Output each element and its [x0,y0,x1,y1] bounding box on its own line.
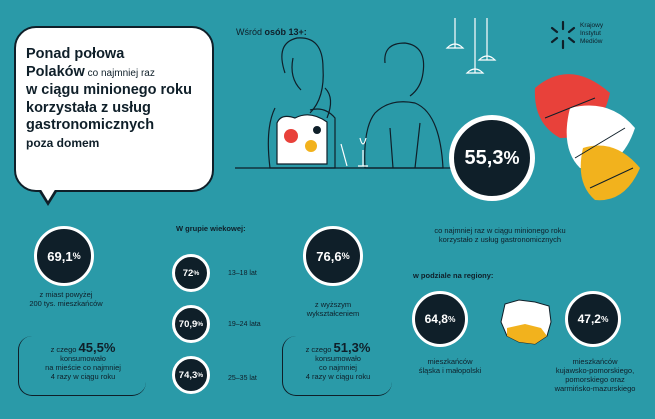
region-caption-2-l1: mieszkańców [572,357,618,366]
education-sub-value: 51,3% [333,340,371,355]
region-caption-1-l1: mieszkańców [427,357,473,366]
headline-line6: poza domem [26,135,100,150]
headline-line3: w ciągu minionego roku [26,82,192,98]
city-stat-circle: 69,1% [34,226,94,286]
headline-line1: Ponad połowa [26,46,125,62]
education-sub-l3: 4 razy w ciągu roku [305,372,371,381]
region-caption-1: mieszkańców śląska i małopolski [400,357,500,375]
main-stat-caption-l2: korzystało z usług gastronomicznych [438,235,562,244]
education-caption-l2: wykształceniem [306,309,360,318]
age-heading: W grupie wiekowej: [176,224,246,233]
hanging-lamp-icons [445,18,497,74]
education-stat-circle: 76,6% [303,226,363,286]
card-tail-inner [40,188,56,201]
city-caption: z miast powyżej 200 tys. mieszkańców [20,290,112,308]
age-group-circle-1: 72% [172,254,210,292]
region-value-1: 64,8 [424,312,448,326]
city-sub-l1: konsumowało [60,354,106,363]
headline-line5: gastronomicznych [26,117,155,133]
age-group-unit-1: % [193,269,200,277]
city-sub-text: z czego 45,5% konsumowało na mieście co … [28,340,138,381]
city-sub-headline: z czego 45,5% [28,340,138,355]
among-bold: osób 13+: [264,27,307,37]
age-group-circle-3: 74,3% [172,356,210,394]
region-caption-2-l3: pomorskiego oraz [565,375,625,384]
age-group-value-2: 70,9 [178,318,198,330]
education-sub-headline: z czego 51,3% [286,340,390,355]
city-sub-l3: 4 razy w ciągu roku [50,372,116,381]
region-caption-2: mieszkańców kujawsko-pomorskiego, pomors… [540,357,650,393]
main-stat-unit: % [503,147,520,168]
region-unit-1: % [447,314,456,324]
leaf-decoration [534,74,640,201]
krajowy-instytut-mediow-logo [550,20,576,50]
region-caption-2-l4: warmińsko-mazurskiego [554,384,636,393]
age-group-unit-3: % [197,371,204,379]
dining-couple-illustration [235,18,640,201]
age-group-value-3: 74,3 [178,369,198,381]
region-value-2: 47,2 [577,312,601,326]
headline-line2-bold: Polaków [26,63,85,80]
headline-card [14,26,214,192]
main-stat-circle: 55,3% [449,115,535,201]
education-sub-text: z czego 51,3% konsumowało co najmniej 4 … [286,340,390,381]
headline-line4: korzystała z usług [26,99,151,116]
age-group-unit-2: % [197,320,204,328]
education-sub-l1: konsumowało [315,354,361,363]
city-sub-value: 45,5% [78,340,116,355]
logo-line2: Instytut [580,30,601,37]
city-caption-l2: 200 tys. mieszkańców [29,299,103,308]
logo-text: Krajowy Instytut Mediów [580,22,603,46]
among-prefix: Wśród [236,27,265,37]
age-group-value-1: 72 [182,267,194,279]
education-caption: z wyższym wykształceniem [286,300,380,318]
logo-line3: Mediów [580,38,603,45]
region-caption-2-l2: kujawsko-pomorskiego, [555,366,635,375]
education-sub-prefix: z czego [305,345,334,354]
headline-line2-small: co najmniej raz [84,67,155,79]
region-circle-2: 47,2% [565,291,621,347]
city-sub-l2: na mieście co najmniej [45,363,121,372]
city-stat-unit: % [72,251,81,261]
man-figure [364,42,444,169]
city-stat-value: 69,1 [47,248,73,264]
main-stat-value: 55,3 [464,146,504,169]
age-group-label-3: 25–35 lat [228,375,257,382]
education-sub-bracket [282,336,392,396]
age-group-label-2: 19–24 lata [228,321,261,328]
region-unit-2: % [600,314,609,324]
city-caption-l1: z miast powyżej [39,290,93,299]
age-group-circle-2: 70,9% [172,305,210,343]
among-heading: Wśród osób 13+: [236,27,307,37]
education-stat-unit: % [341,251,350,261]
city-sub-bracket [18,336,146,396]
city-sub-prefix: z czego [50,345,79,354]
poland-map-icon [500,299,552,345]
headline-line2: Polaków co najmniej raz [26,64,212,83]
dress-pattern [276,114,328,165]
education-sub-l2: co najmniej [319,363,357,372]
logo-line1: Krajowy [580,22,604,29]
main-stat-caption-l1: co najmniej raz w ciągu minionego roku [434,226,566,235]
age-group-label-1: 13–18 lat [228,270,257,277]
headline-text: Ponad połowa Polaków co najmniej raz w c… [26,46,212,152]
regions-heading: w podziale na regiony: [413,271,494,280]
education-stat-value: 76,6 [316,248,342,264]
region-caption-1-l2: śląska i małopolski [418,366,482,375]
region-circle-1: 64,8% [412,291,468,347]
education-caption-l1: z wyższym [314,300,352,309]
main-stat-caption: co najmniej raz w ciągu minionego roku k… [400,226,600,244]
